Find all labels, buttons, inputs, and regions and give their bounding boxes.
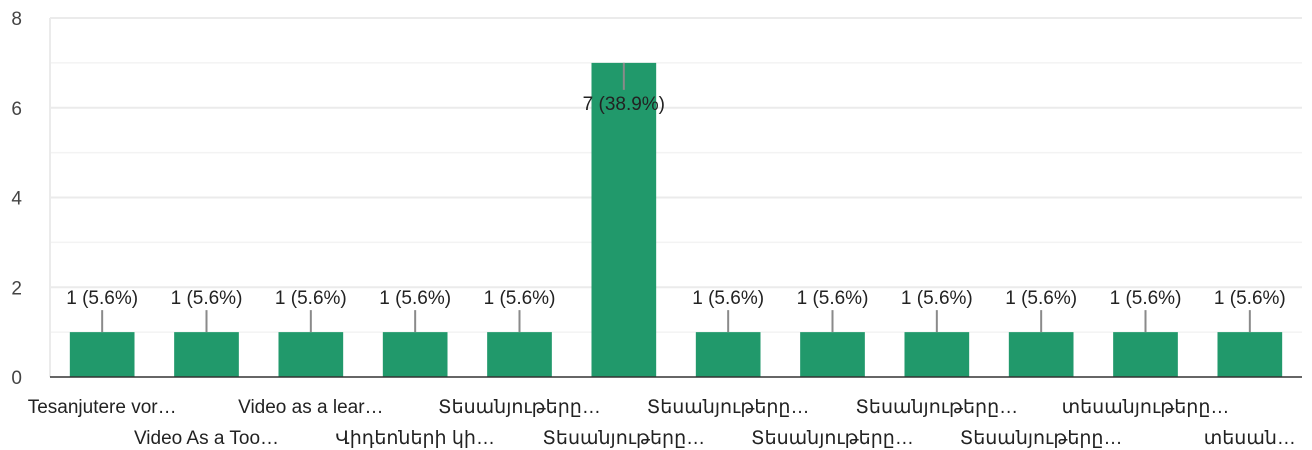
- label-leaders: [101, 62, 1251, 333]
- bar: [695, 332, 761, 377]
- x-category-label: Տեսանյութերը…: [438, 397, 601, 418]
- x-category-label: Վիդեոների կի…: [335, 428, 495, 449]
- bar: [278, 332, 344, 377]
- bar: [904, 332, 970, 377]
- y-tick-label: 8: [11, 9, 22, 30]
- data-label: 1 (5.6%): [66, 288, 138, 309]
- data-label: 1 (5.6%): [379, 288, 451, 309]
- data-label: 1 (5.6%): [1005, 288, 1077, 309]
- bar: [591, 62, 657, 377]
- x-category-label: Տեսանյութերը…: [751, 428, 914, 449]
- data-label: 1 (5.6%): [692, 288, 764, 309]
- x-category-label: Video as a lear…: [238, 397, 383, 418]
- data-label: 1 (5.6%): [484, 288, 556, 309]
- x-category-label: տեսան…: [1204, 428, 1296, 449]
- x-category-label: Տեսանյութերը…: [856, 397, 1019, 418]
- gridlines: [49, 17, 1302, 377]
- y-axis-ticks: 0 2 4 6 8: [11, 9, 22, 389]
- x-category-label: Տեսանյութերը…: [647, 397, 810, 418]
- y-tick-label: 6: [11, 99, 22, 120]
- bar: [1008, 332, 1074, 377]
- bar: [800, 332, 865, 377]
- bar: [1217, 332, 1283, 377]
- data-label: 1 (5.6%): [1214, 288, 1286, 309]
- data-label: 1 (5.6%): [1110, 288, 1182, 309]
- y-tick-label: 2: [11, 278, 22, 299]
- x-category-label: տեսանյութերը…: [1062, 397, 1230, 418]
- data-labels: 1 (5.6%) 1 (5.6%) 1 (5.6%) 1 (5.6%) 1 (5.6%)…: [66, 94, 1285, 309]
- bar: [1113, 332, 1178, 377]
- x-category-label: Տեսանյութերը…: [543, 428, 706, 449]
- data-label: 1 (5.6%): [901, 288, 973, 309]
- data-label: 7 (38.9%): [583, 94, 665, 115]
- x-category-label: Տեսանյութերը…: [960, 428, 1123, 449]
- x-category-label: Video As a Too…: [134, 428, 279, 449]
- data-label: 1 (5.6%): [797, 288, 869, 309]
- data-label: 1 (5.6%): [275, 288, 347, 309]
- x-category-label: Tesanjutere vor…: [28, 397, 177, 418]
- data-label: 1 (5.6%): [171, 288, 243, 309]
- y-tick-label: 0: [11, 368, 22, 389]
- bar: [69, 332, 135, 377]
- bar: [174, 332, 239, 377]
- y-tick-label: 4: [11, 189, 22, 210]
- x-axis-category-labels: Tesanjutere vor… Video As a Too… Video as …: [28, 397, 1296, 449]
- bar: [487, 332, 552, 377]
- bar: [382, 332, 448, 377]
- bars: [69, 62, 1283, 377]
